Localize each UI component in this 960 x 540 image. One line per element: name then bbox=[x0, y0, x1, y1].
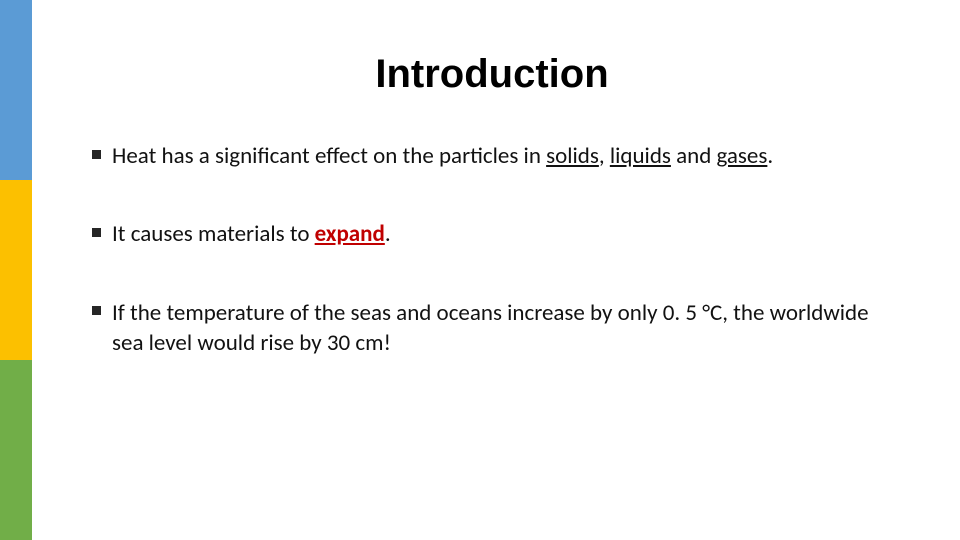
bullet-text-part: expand bbox=[315, 220, 385, 248]
bullet-list: Heat has a significant effect on the par… bbox=[90, 141, 894, 358]
bullet-text-part: , bbox=[599, 142, 610, 170]
bullet-text-part: If the temperature of the seas and ocean… bbox=[112, 299, 869, 357]
bullet-text-part: liquids bbox=[610, 142, 671, 170]
bullet-item: Heat has a significant effect on the par… bbox=[90, 141, 894, 171]
bullet-item: It causes materials to expand. bbox=[90, 219, 894, 249]
bullet-text-part: solids bbox=[546, 142, 599, 170]
bullet-text-part: It causes materials to bbox=[112, 220, 315, 248]
slide-title: Introduction bbox=[90, 52, 894, 97]
bullet-item: If the temperature of the seas and ocean… bbox=[90, 298, 894, 359]
slide: Introduction Heat has a significant effe… bbox=[0, 0, 960, 540]
bullet-text-part: . bbox=[385, 220, 391, 248]
bullet-text-part: gases bbox=[717, 142, 768, 170]
slide-content: Introduction Heat has a significant effe… bbox=[0, 0, 960, 406]
bullet-text-part: . bbox=[767, 142, 773, 170]
bullet-text-part: and bbox=[671, 142, 717, 170]
bullet-text-part: Heat has a significant effect on the par… bbox=[112, 142, 546, 170]
